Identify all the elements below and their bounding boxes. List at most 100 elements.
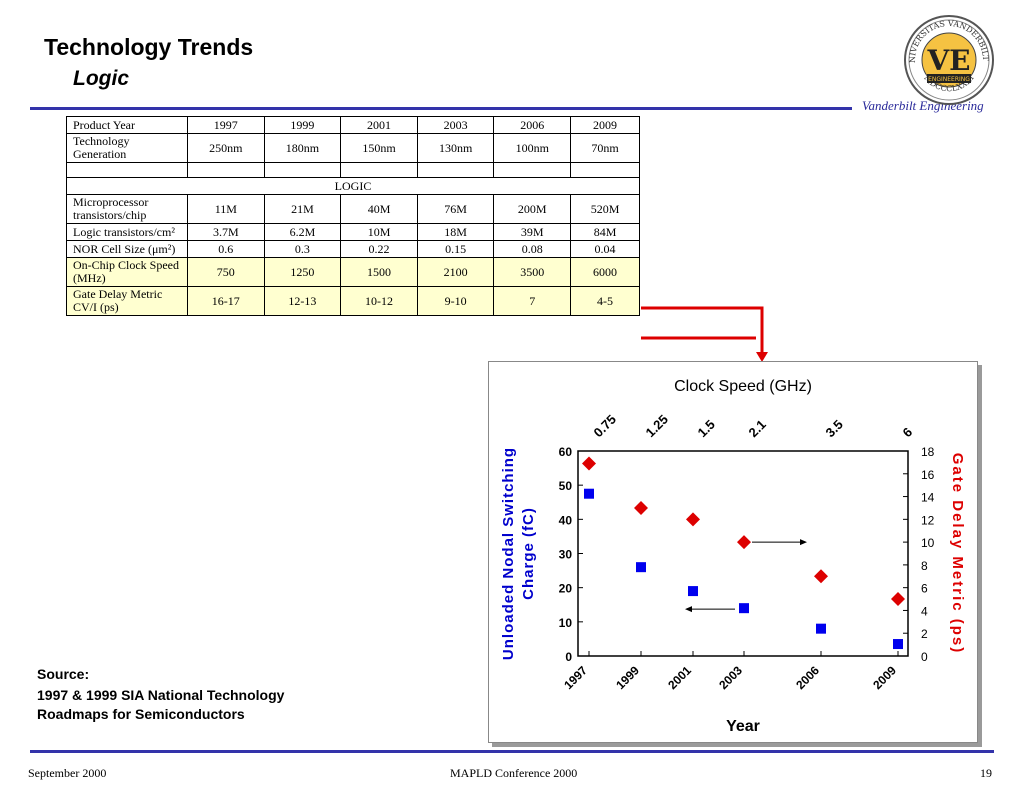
left-tick-label: 20 xyxy=(559,582,573,596)
right-tick-label: 12 xyxy=(921,513,935,527)
table-row-blank xyxy=(66,162,640,178)
table-cell: 12-13 xyxy=(263,286,342,316)
table-cell: 9-10 xyxy=(416,286,495,316)
left-axis-label-line1: Unloaded Nodal Switching xyxy=(500,447,517,660)
top-label: 6 xyxy=(900,424,916,440)
left-tick-label: 60 xyxy=(559,445,573,459)
table-cell: 2100 xyxy=(416,257,495,287)
diamond-point xyxy=(737,535,751,550)
table-cell: 1500 xyxy=(340,257,418,287)
right-tick-label: 16 xyxy=(921,468,935,482)
arrow-left-head xyxy=(685,606,692,613)
table-cell: 520M xyxy=(570,194,640,224)
table-row-years: Product Year 1997 1999 2001 2003 2006 20… xyxy=(66,116,640,134)
table-row: NOR Cell Size (μm²) 0.6 0.3 0.22 0.15 0.… xyxy=(66,240,640,258)
row-label: NOR Cell Size (μm²) xyxy=(66,240,188,258)
right-tick-label: 18 xyxy=(921,445,935,459)
page-title: Technology Trends xyxy=(44,34,254,60)
tech-cell: 130nm xyxy=(416,133,495,163)
x-tick-label: 1999 xyxy=(613,663,642,692)
left-tick-label: 0 xyxy=(565,650,572,664)
right-tick-label: 6 xyxy=(921,582,928,596)
x-tick-label: 2006 xyxy=(793,663,822,692)
vanderbilt-logo: UNIVERSITAS VANDERBILTIA MDCCCLXXIII VE … xyxy=(903,14,994,105)
table-cell: 10M xyxy=(340,223,418,241)
x-tick-label: 2001 xyxy=(665,663,694,692)
logo-letters: VE xyxy=(926,44,970,77)
right-tick-label: 10 xyxy=(921,536,935,550)
diamond-point xyxy=(891,592,905,607)
right-tick-label: 4 xyxy=(921,604,928,618)
table-row-gate-delay: Gate Delay Metric CV/I (ps) 16-17 12-13 … xyxy=(66,286,640,316)
source-line-2: Roadmaps for Semiconductors xyxy=(37,706,245,722)
square-point xyxy=(816,623,826,634)
table-row-tech: Technology Generation 250nm 180nm 150nm … xyxy=(66,133,640,163)
plot-area xyxy=(577,450,909,657)
square-point xyxy=(584,488,594,499)
header-divider xyxy=(30,107,852,110)
year-cell: 2009 xyxy=(570,116,640,134)
logo-band: ENGINEERING xyxy=(928,76,970,83)
x-tick-label: 2003 xyxy=(716,663,745,692)
roadmap-table: Product Year 1997 1999 2001 2003 2006 20… xyxy=(66,116,640,316)
chart-svg: Clock Speed (GHz)0.75 1.25 1.5 2.1 3.5 601020… xyxy=(500,378,966,735)
table-row: Microprocessor transistors/chip 11M 21M … xyxy=(66,194,640,224)
left-tick-label: 10 xyxy=(559,616,573,630)
top-label: 3.5 xyxy=(823,417,846,440)
row-label: Microprocessor transistors/chip xyxy=(66,194,188,224)
year-cell: 2003 xyxy=(416,116,495,134)
diamond-point xyxy=(582,456,596,471)
source-note: Source: 1997 & 1999 SIA National Technol… xyxy=(37,664,284,724)
x-tick-label: 2009 xyxy=(870,663,899,692)
square-point xyxy=(636,562,646,573)
table-cell: 76M xyxy=(416,194,495,224)
table-cell: 0.3 xyxy=(263,240,342,258)
left-tick-label: 50 xyxy=(559,479,573,493)
table-cell: 1250 xyxy=(263,257,342,287)
table-cell: 7 xyxy=(493,286,572,316)
left-axis-label-line2: Charge (fC) xyxy=(520,507,537,600)
top-label: 1.25 xyxy=(643,412,672,441)
clock-speed-chart: Clock Speed (GHz) 0.75 1.25 1.5 2.1 3.5 6 0 10 20… xyxy=(488,361,978,743)
row-label: On-Chip Clock Speed (MHz) xyxy=(66,257,188,287)
source-heading: Source: xyxy=(37,666,90,682)
right-tick-label: 0 xyxy=(921,650,928,664)
right-tick-label: 2 xyxy=(921,627,928,641)
page-subtitle: Logic xyxy=(73,67,129,90)
table-cell: 10-12 xyxy=(340,286,418,316)
x-axis-label: Year xyxy=(726,718,760,735)
table-cell: 6000 xyxy=(570,257,640,287)
top-label: 2.1 xyxy=(746,417,769,440)
table-cell: 4-5 xyxy=(570,286,640,316)
table-cell: 40M xyxy=(340,194,418,224)
square-point xyxy=(739,603,749,614)
footer-date: September 2000 xyxy=(28,766,107,780)
diamond-point xyxy=(686,512,700,527)
tech-cell: 180nm xyxy=(263,133,342,163)
table-cell: 200M xyxy=(493,194,572,224)
left-tick-label: 40 xyxy=(559,513,573,527)
diamond-point xyxy=(634,500,648,515)
x-tick-label: 1997 xyxy=(561,663,590,692)
square-point xyxy=(893,639,903,650)
tech-cell: 150nm xyxy=(340,133,418,163)
top-label: 0.75 xyxy=(591,412,620,441)
table-cell: 3500 xyxy=(493,257,572,287)
arrow-right-head xyxy=(800,539,807,546)
footer-conference: MAPLD Conference 2000 xyxy=(450,766,578,780)
source-line-1: 1997 & 1999 SIA National Technology xyxy=(37,687,285,703)
footer-page: 19 xyxy=(980,766,992,780)
left-tick-label: 30 xyxy=(559,548,573,562)
year-cell: 1997 xyxy=(187,116,265,134)
diamond-point xyxy=(814,569,828,584)
footer-divider xyxy=(30,750,994,753)
tech-cell: 250nm xyxy=(187,133,265,163)
chart-title: Clock Speed (GHz) xyxy=(674,378,812,395)
row-label: Gate Delay Metric CV/I (ps) xyxy=(66,286,188,316)
right-axis-label: Gate Delay Metric (ps) xyxy=(949,453,966,655)
top-label: 1.5 xyxy=(695,417,718,440)
right-tick-label: 14 xyxy=(921,491,935,505)
tech-label: Technology Generation xyxy=(66,133,188,163)
square-point xyxy=(688,586,698,597)
